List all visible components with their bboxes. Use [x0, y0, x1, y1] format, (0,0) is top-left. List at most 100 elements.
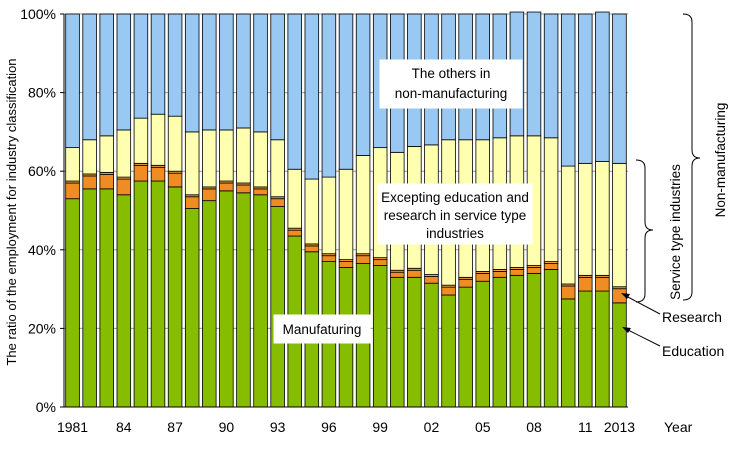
education-arrow-line: [627, 329, 661, 347]
research-arrow-head: [621, 293, 630, 299]
x-tick-label: 02: [424, 419, 440, 435]
bar-segment: [116, 129, 132, 178]
bar-segment: [65, 147, 80, 182]
annotation-others-line2: non-manufacturing: [395, 86, 508, 101]
bar-segment: [99, 13, 114, 137]
bar-segment: [338, 261, 354, 268]
bar-segment: [509, 274, 525, 408]
bar-segment: [202, 188, 217, 202]
bar-segment: [167, 13, 183, 117]
bar-segment: [355, 155, 371, 255]
bar-segment: [236, 127, 251, 184]
bar-segment: [184, 208, 200, 408]
research-label: Research: [662, 309, 722, 325]
bar-segment: [65, 13, 80, 149]
bar-segment: [321, 13, 337, 178]
bar-segment: [65, 198, 80, 408]
bar-segment: [543, 269, 559, 408]
annotation-others: The others in non-manufacturing: [379, 59, 523, 109]
bar-segment: [219, 190, 234, 408]
x-tick-label: 11: [578, 419, 593, 435]
x-tick-label: 1981: [57, 419, 88, 435]
bar-segment: [560, 165, 576, 285]
bar-segment: [578, 290, 593, 408]
bar-segment: [236, 192, 251, 408]
bar-segment: [543, 137, 559, 262]
education-arrow-head: [622, 327, 631, 333]
axes: [63, 14, 628, 408]
y-tick-label: 80%: [28, 85, 56, 101]
annotation-education: Education: [622, 327, 724, 359]
research-arrow-line: [625, 295, 661, 315]
bar-segment: [150, 13, 166, 115]
bar-segment: [578, 13, 593, 164]
bars: [65, 11, 627, 408]
bracket-service-type-label: Service type industries: [668, 164, 683, 300]
bar-segment: [270, 206, 285, 408]
bar-segment: [219, 13, 234, 131]
bar-segment: [287, 168, 302, 229]
education-label: Education: [662, 343, 724, 359]
bar-segment: [65, 182, 80, 200]
bar-segment: [338, 13, 354, 170]
bar-segment: [287, 229, 302, 237]
bar-segment: [184, 131, 200, 196]
bar-segment: [133, 117, 149, 164]
bar-segment: [99, 173, 114, 190]
bar-segment: [304, 178, 320, 245]
bar-segment: [560, 13, 576, 167]
annotation-research: Research: [621, 293, 722, 325]
y-axis-label: The ratio of the employment for industry…: [4, 58, 19, 365]
bar-segment: [407, 269, 422, 278]
bar-segment: [458, 286, 473, 408]
bar-segment: [424, 276, 439, 284]
bar-segment: [578, 162, 593, 276]
annotation-manufacturing-text: Manufaturing: [283, 322, 362, 337]
bar-segment: [167, 115, 183, 172]
x-tick-label: 96: [321, 419, 337, 435]
bar-segment: [133, 164, 149, 182]
x-tick-labels: 1981 84 87 90 93 96 99 02 05 08 11 2013: [57, 419, 635, 435]
bar-segment: [202, 200, 217, 408]
bracket-non-manufacturing-shape: [682, 13, 701, 301]
y-tick-label: 60%: [28, 163, 56, 179]
x-tick-label: 2013: [604, 419, 635, 435]
bar-segment: [372, 259, 388, 266]
bar-segment: [355, 13, 371, 156]
y-tick-label: 20%: [28, 320, 56, 336]
y-tick-labels: 0% 20% 40% 60% 80% 100%: [20, 6, 64, 415]
bar-segment: [133, 180, 149, 408]
bar-segment: [82, 175, 97, 190]
bar-segment: [595, 290, 610, 408]
bar-segment: [150, 166, 166, 182]
x-axis-label: Year: [664, 419, 693, 435]
bar-segment: [270, 139, 285, 198]
annotation-others-line1: The others in: [412, 66, 491, 81]
x-tick-label: 93: [270, 419, 286, 435]
bar-segment: [595, 160, 610, 276]
bar-segment: [492, 276, 508, 408]
bar-segment: [167, 186, 183, 408]
bar-segment: [202, 13, 217, 131]
bar-segment: [509, 269, 525, 276]
bar-segment: [304, 13, 320, 180]
bar-segment: [458, 278, 473, 288]
bar-segment: [612, 302, 627, 408]
bar-segment: [82, 188, 97, 408]
bar-segment: [82, 139, 97, 175]
bar-segment: [116, 178, 132, 196]
bar-segment: [578, 276, 593, 292]
bracket-service-type-shape: [635, 159, 654, 303]
y-tick-label: 0%: [36, 399, 56, 415]
bar-segment: [202, 129, 217, 188]
bracket-non-manufacturing: Non-manufacturing: [682, 13, 728, 301]
bar-segment: [184, 196, 200, 209]
annotation-service-line3: industries: [426, 226, 484, 241]
bar-segment: [184, 13, 200, 133]
bar-segment: [543, 263, 559, 270]
bar-segment: [253, 13, 268, 133]
bar-segment: [236, 13, 251, 129]
bar-segment: [612, 13, 627, 164]
bar-segment: [526, 267, 542, 274]
bar-segment: [150, 180, 166, 408]
